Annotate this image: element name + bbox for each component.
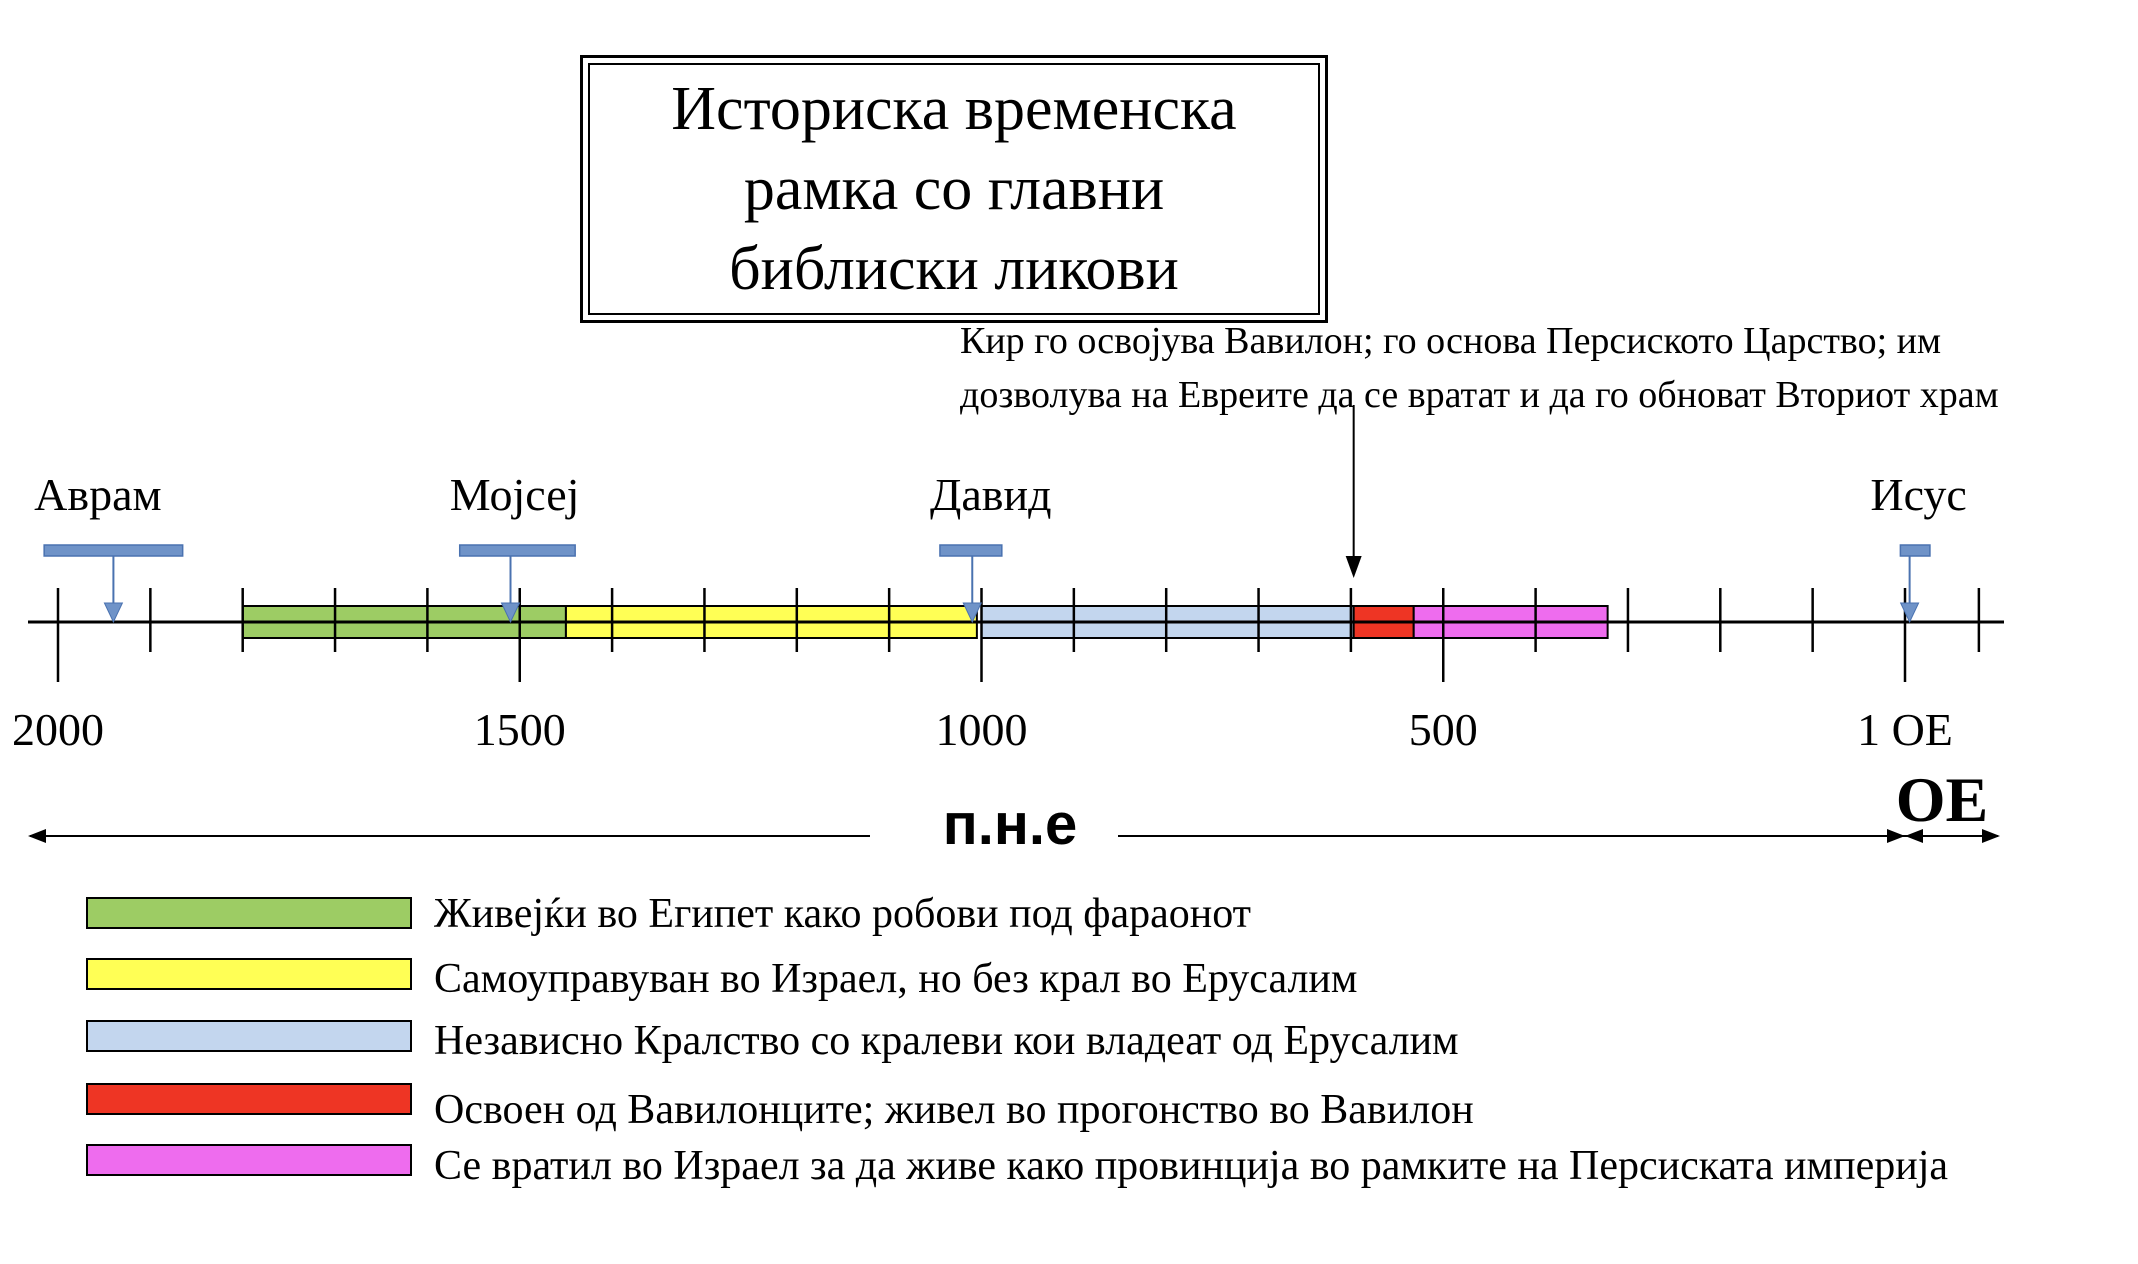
person-lifespan-bar: [1899, 544, 1931, 557]
person-marker-group: Мојсеј: [450, 469, 580, 624]
bce-arrow-head-left: [28, 829, 46, 843]
legend-swatch: [86, 958, 412, 990]
person-pointer-arrow: [500, 602, 521, 624]
person-pointer-arrow: [962, 602, 983, 624]
ce-arrow-head-right: [1982, 829, 2000, 843]
bce-arrow-head-right: [1887, 829, 1905, 843]
year-label: 2000: [12, 704, 104, 755]
bce-era-label: п.н.е: [942, 792, 1078, 857]
legend-label: Освоен од Вавилонците; живел во прогонст…: [434, 1087, 1474, 1133]
person-pointer-arrow: [103, 602, 124, 624]
title-frame: Историска временска рамка со главни библ…: [588, 63, 1320, 315]
cyrus-annotation: Кир го освојува Вавилон; го основа Перси…: [960, 320, 1999, 416]
year-label: 500: [1409, 704, 1478, 755]
title-box: Историска временска рамка со главни библ…: [580, 55, 1328, 323]
legend-swatch: [86, 1083, 412, 1115]
ce-arrow-head-left: [1905, 829, 1923, 843]
person-marker-group: Давид: [930, 469, 1052, 624]
year-label: 1000: [936, 704, 1028, 755]
cyrus-arrow-head: [1345, 556, 1362, 578]
legend-label: Се вратил во Израел за да живе како пров…: [434, 1143, 1949, 1189]
person-name: Аврам: [34, 469, 161, 520]
legend-label: Независно Кралство со кралеви кои владеа…: [434, 1018, 1459, 1064]
era-arrows: [28, 829, 2000, 843]
cyrus-marker: [1345, 405, 1362, 578]
ce-era-label: ОЕ: [1895, 764, 1989, 835]
person-marker-group: Исус: [1870, 469, 1967, 624]
person-name: Мојсеј: [450, 469, 580, 520]
legend-swatch: [86, 1020, 412, 1052]
timeline: 2000 1500 1000 500 1 ОЕ Аврам Мојсеј Давид Исус: [12, 405, 2004, 843]
year-label: 1 ОЕ: [1857, 704, 1953, 755]
people-markers: Аврам Мојсеј Давид Исус: [34, 469, 1967, 624]
legend-swatch: [86, 897, 412, 929]
person-marker-group: Аврам: [34, 469, 184, 624]
year-label: 1500: [474, 704, 566, 755]
person-lifespan-bar: [939, 544, 1003, 557]
diagram-title: Историска временска рамка со главни библ…: [671, 75, 1237, 303]
person-lifespan-bar: [458, 544, 576, 557]
legend-swatch: [86, 1144, 412, 1176]
person-name: Исус: [1870, 469, 1966, 520]
year-labels: 2000 1500 1000 500 1 ОЕ: [12, 704, 1953, 755]
person-lifespan-bar: [43, 544, 184, 557]
person-pointer-arrow: [1899, 602, 1920, 624]
legend-label: Самоуправуван во Израел, но без крал во …: [434, 956, 1358, 1002]
legend-label: Живејќи во Египет како робови под фараон…: [434, 891, 1252, 937]
person-name: Давид: [930, 469, 1052, 520]
